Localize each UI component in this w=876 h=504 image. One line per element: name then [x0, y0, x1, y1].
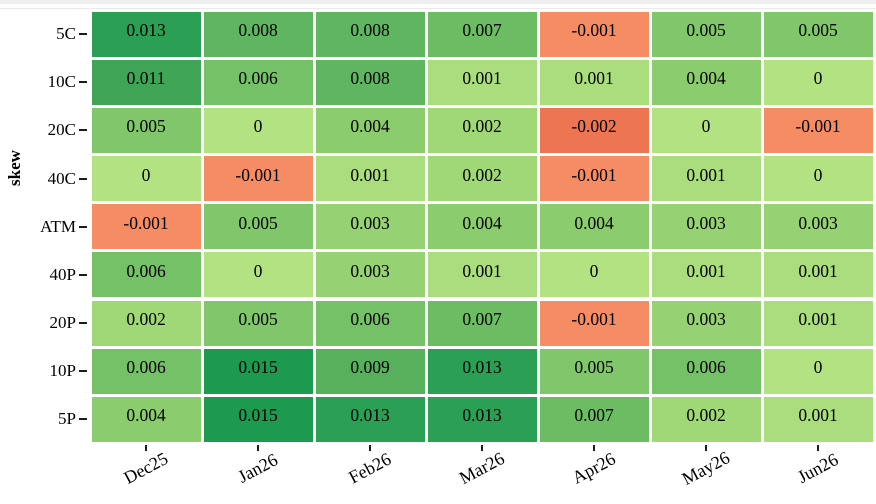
- y-tick-mark: [79, 370, 87, 373]
- heatmap-cell: 0.005: [651, 11, 761, 57]
- heatmap-cell: 0.005: [91, 107, 201, 153]
- y-tick-label: 40P: [49, 264, 76, 284]
- x-tick-label: May26: [678, 446, 733, 489]
- x-tick-label: Dec25: [120, 447, 172, 488]
- y-tick-label: 5C: [56, 24, 76, 44]
- heatmap-cell: 0: [763, 59, 873, 105]
- heatmap-cell: 0.002: [427, 107, 537, 153]
- y-tick-label: 20P: [49, 313, 76, 333]
- heatmap-cell: 0.006: [91, 252, 201, 298]
- heatmap-cell: 0.003: [315, 252, 425, 298]
- heatmap-cell: 0.013: [427, 348, 537, 394]
- heatmap-cell: 0.007: [427, 300, 537, 346]
- heatmap-cell: 0.008: [315, 59, 425, 105]
- y-tick-label: 40C: [47, 168, 76, 188]
- y-tick-mark: [79, 322, 87, 325]
- x-tick-mark: [817, 444, 819, 451]
- heatmap-cell: -0.001: [539, 11, 649, 57]
- heatmap-cell: 0.001: [651, 252, 761, 298]
- heatmap-cell: 0.011: [91, 59, 201, 105]
- heatmap-cell: 0.003: [651, 204, 761, 250]
- heatmap-cell: 0.004: [91, 396, 201, 442]
- y-tick-mark: [79, 177, 87, 180]
- heatmap-cell: 0: [651, 107, 761, 153]
- heatmap-cell: -0.001: [203, 156, 313, 202]
- heatmap-cell: 0.002: [427, 156, 537, 202]
- heatmap-cell: 0.007: [539, 396, 649, 442]
- x-tick-mark: [593, 444, 595, 451]
- y-tick-label: 5P: [58, 409, 76, 429]
- heatmap-cell: 0.005: [763, 11, 873, 57]
- heatmap-cell: 0.013: [427, 396, 537, 442]
- x-tick-label: Feb26: [345, 448, 395, 487]
- y-tick-label: 10P: [49, 361, 76, 381]
- heatmap-cell: 0.009: [315, 348, 425, 394]
- heatmap-cell: 0.013: [315, 396, 425, 442]
- y-tick-mark: [79, 273, 87, 276]
- y-tick-label: ATM: [40, 216, 76, 236]
- heatmap-cell: 0.001: [539, 59, 649, 105]
- x-tick-label: Apr26: [568, 447, 619, 488]
- heatmap-cell: 0.001: [315, 156, 425, 202]
- heatmap-cell: 0: [203, 252, 313, 298]
- y-tick-mark: [79, 225, 87, 228]
- y-tick-mark: [79, 81, 87, 84]
- x-tick-mark: [369, 444, 371, 451]
- heatmap-cell: 0.004: [539, 204, 649, 250]
- heatmap-cell: 0.004: [427, 204, 537, 250]
- x-tick-mark: [481, 444, 483, 451]
- y-tick-label: 20C: [47, 120, 76, 140]
- y-tick-mark: [79, 129, 87, 132]
- heatmap-cell: 0.007: [427, 11, 537, 57]
- x-tick-label: Mar26: [455, 447, 508, 488]
- heatmap-cell: 0.003: [315, 204, 425, 250]
- heatmap-cell: 0.006: [91, 348, 201, 394]
- heatmap-cell: 0: [91, 156, 201, 202]
- top-border-strip: [0, 0, 876, 4]
- heatmap-cell: -0.001: [539, 300, 649, 346]
- heatmap-cell: 0.001: [427, 252, 537, 298]
- heatmap-cell: 0: [203, 107, 313, 153]
- y-tick-mark: [79, 33, 87, 36]
- heatmap-cell: 0.005: [203, 204, 313, 250]
- heatmap-cell: 0.006: [203, 59, 313, 105]
- x-tick-mark: [145, 444, 147, 451]
- heatmap-cell: 0.013: [91, 11, 201, 57]
- heatmap-cell: 0.015: [203, 396, 313, 442]
- heatmap-cell: 0.002: [651, 396, 761, 442]
- heatmap-cell: -0.001: [539, 156, 649, 202]
- heatmap-cell: 0.006: [315, 300, 425, 346]
- heatmap-cell: -0.002: [539, 107, 649, 153]
- heatmap-cell: 0: [763, 348, 873, 394]
- heatmap-cell: 0.008: [315, 11, 425, 57]
- heatmap-cell: 0.005: [539, 348, 649, 394]
- x-tick-mark: [257, 444, 259, 451]
- y-tick-label: 10C: [47, 72, 76, 92]
- heatmap-cell: 0.005: [203, 300, 313, 346]
- x-tick-label: Jun26: [794, 448, 842, 487]
- heatmap-cell: -0.001: [763, 107, 873, 153]
- heatmap-cell: 0.001: [763, 252, 873, 298]
- heatmap-cell: 0.001: [763, 300, 873, 346]
- heatmap-cell: 0.008: [203, 11, 313, 57]
- heatmap-cell: 0: [539, 252, 649, 298]
- top-hairline: [0, 8, 876, 9]
- heatmap-cell: 0.003: [651, 300, 761, 346]
- heatmap-cell: 0: [763, 156, 873, 202]
- heatmap-cell: 0.001: [763, 396, 873, 442]
- heatmap-cell: 0.001: [651, 156, 761, 202]
- heatmap-cell: 0.006: [651, 348, 761, 394]
- y-tick-mark: [79, 418, 87, 421]
- heatmap-cell: -0.001: [91, 204, 201, 250]
- heatmap-cell: 0.003: [763, 204, 873, 250]
- heatmap-cell: 0.015: [203, 348, 313, 394]
- x-tick-mark: [705, 444, 707, 451]
- heatmap-cell: 0.004: [315, 107, 425, 153]
- x-tick-label: Jan26: [234, 448, 282, 487]
- heatmap-cell: 0.002: [91, 300, 201, 346]
- heatmap-cell: 0.001: [427, 59, 537, 105]
- heatmap-cell: 0.004: [651, 59, 761, 105]
